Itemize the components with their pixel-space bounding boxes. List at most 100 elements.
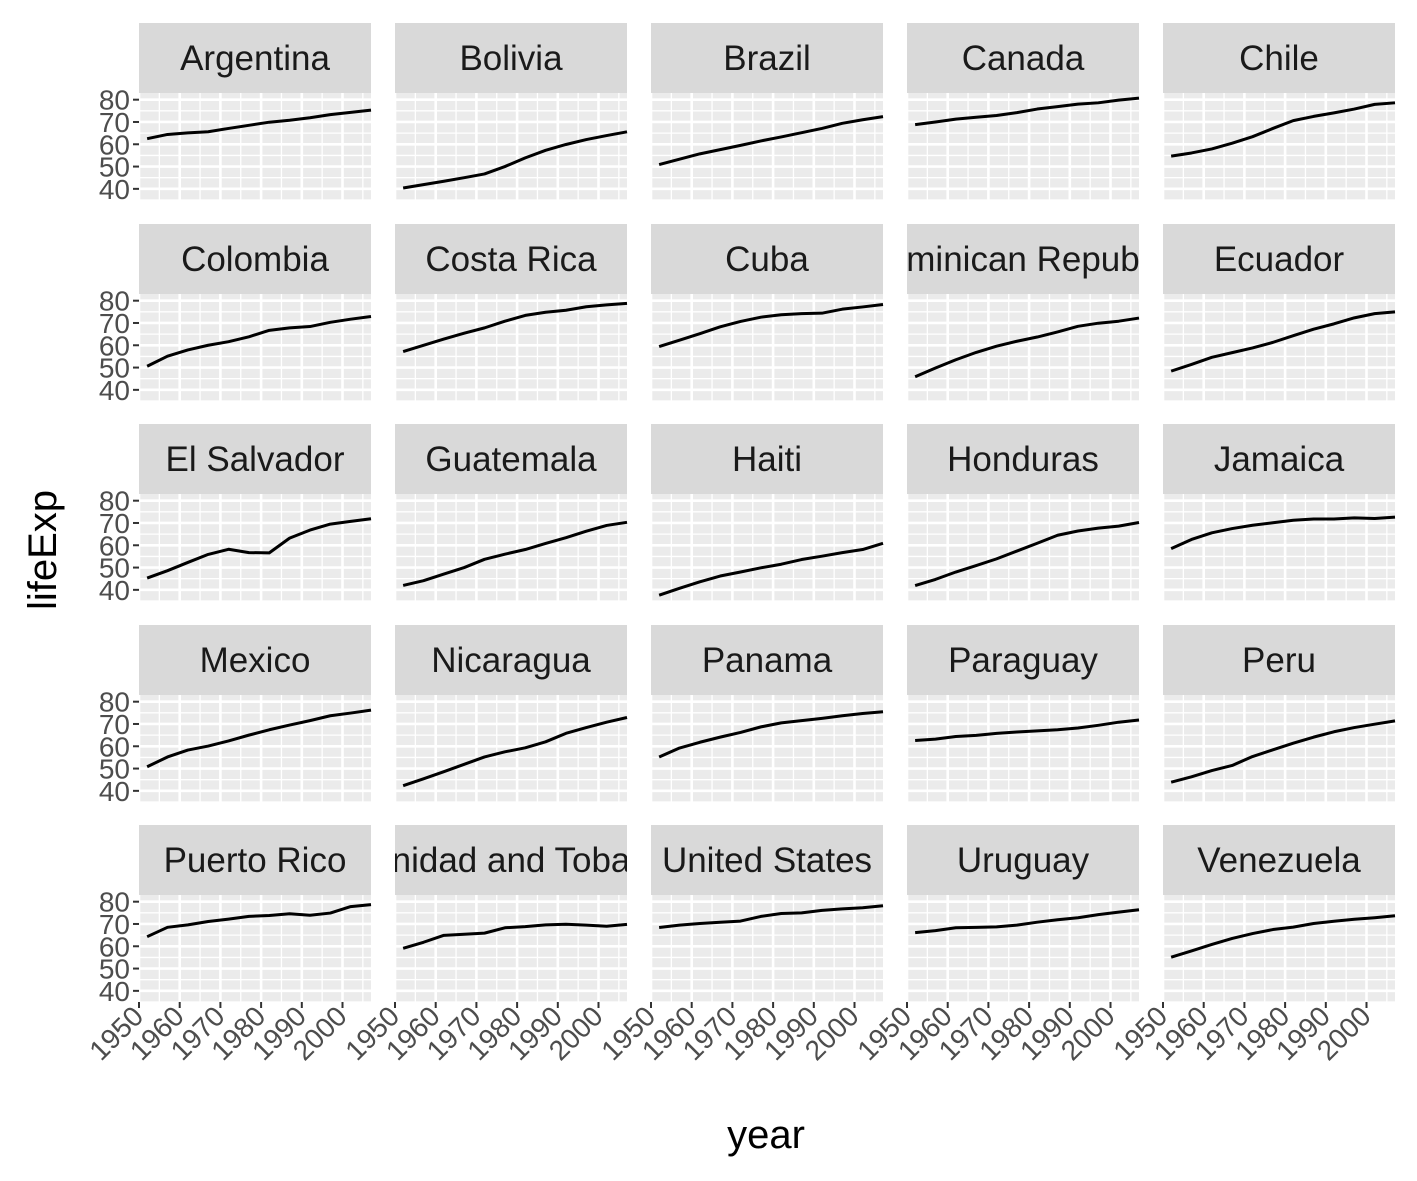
- facet-strip: [139, 23, 371, 93]
- facet-panel: Uruguay: [905, 825, 1140, 1003]
- y-tick-label: 40: [99, 976, 130, 1007]
- panel-background: [1163, 494, 1395, 601]
- facet-panel: Ecuador: [1161, 224, 1396, 402]
- series-line: [1170, 310, 1396, 373]
- panel-background: [907, 93, 1139, 200]
- panel-background: [651, 895, 883, 1002]
- panel-background: [139, 494, 371, 601]
- facet-strip: [651, 625, 883, 695]
- facet-strip: [907, 825, 1139, 895]
- series-line: [658, 115, 884, 167]
- y-tick-label: 50: [99, 553, 130, 584]
- facet-panel: Puerto Rico: [137, 825, 372, 1003]
- facet-strip-label: El Salvador: [166, 440, 345, 479]
- y-tick-label: 60: [99, 731, 130, 762]
- facet-panel: Colombia: [137, 224, 372, 402]
- facet-strip-label: Uruguay: [957, 841, 1090, 880]
- panel-background: [907, 294, 1139, 401]
- facet-panel: Bolivia: [393, 23, 628, 201]
- panel-background: [395, 294, 627, 401]
- facet-panel: Guatemala: [393, 424, 628, 602]
- series-line: [914, 96, 1140, 127]
- facet-panel: El Salvador: [137, 424, 372, 602]
- facet-strip-label: Colombia: [181, 240, 329, 279]
- series-line: [402, 716, 628, 788]
- x-axes: 1950196019701980199020001950196019701980…: [83, 1000, 1376, 1066]
- series-line: [402, 922, 628, 950]
- facet-panel: minican Repub: [905, 224, 1140, 402]
- facet-strip-label: Puerto Rico: [164, 841, 347, 880]
- y-tick-label: 70: [99, 709, 130, 740]
- facet-strip-label: Venezuela: [1197, 841, 1361, 880]
- facet-panel: Canada: [905, 23, 1140, 201]
- x-axis-title: year: [727, 1113, 805, 1157]
- facet-strip-label: Honduras: [947, 440, 1099, 479]
- panel-background: [1163, 294, 1395, 401]
- facet-strip-label: Canada: [962, 39, 1085, 78]
- facet-strip: [1163, 224, 1395, 294]
- y-tick-label: 60: [99, 530, 130, 561]
- facet-panel: Paraguay: [905, 625, 1140, 803]
- panel-background: [395, 494, 627, 601]
- y-tick-label: 40: [99, 375, 130, 406]
- facet-panel: United States: [649, 825, 884, 1003]
- facet-strip-label: Costa Rica: [425, 240, 597, 279]
- facet-strip: [1163, 23, 1395, 93]
- facet-panel: Jamaica: [1161, 424, 1396, 602]
- facet-strip: [907, 625, 1139, 695]
- facet-panel: Haiti: [649, 424, 884, 602]
- series-line: [146, 903, 372, 939]
- y-axis-title: lifeExp: [21, 490, 65, 610]
- facet-strip-label: minican Repub: [906, 240, 1139, 279]
- facet-strip: [1163, 625, 1395, 695]
- y-tick-label: 80: [99, 85, 130, 116]
- y-tick-label: 70: [99, 107, 130, 138]
- facet-strip-label: Panama: [702, 641, 833, 680]
- facet-panel: Panama: [649, 625, 884, 803]
- facet-strip-label: Haiti: [732, 440, 802, 479]
- facet-strip: [651, 224, 883, 294]
- series-line: [402, 130, 628, 190]
- facet-strip: [651, 424, 883, 494]
- facet-strip: [395, 825, 627, 895]
- series-line: [914, 521, 1140, 588]
- facet-strip-label: Nicaragua: [431, 641, 591, 680]
- y-tick-label: 80: [99, 486, 130, 517]
- facet-strip: [907, 224, 1139, 294]
- series-line: [914, 908, 1140, 935]
- panel-background: [651, 695, 883, 802]
- facet-strip-label: Jamaica: [1214, 440, 1345, 479]
- facet-strip-label: Mexico: [200, 641, 311, 680]
- y-tick-label: 50: [99, 954, 130, 985]
- facet-panel: Costa Rica: [393, 224, 628, 402]
- y-tick-label: 50: [99, 353, 130, 384]
- facet-panel: Peru: [1161, 625, 1396, 803]
- panel-background: [395, 695, 627, 802]
- series-line: [146, 517, 372, 580]
- facet-panel: nidad and Toba: [393, 825, 628, 1003]
- panel-background: [395, 895, 627, 1002]
- facet-strip-label: Cuba: [725, 240, 809, 279]
- series-line: [146, 708, 372, 769]
- facet-strip: [139, 825, 371, 895]
- facet-panel: Nicaragua: [393, 625, 628, 803]
- facet-strip: [139, 625, 371, 695]
- facet-strip-label: Guatemala: [425, 440, 597, 479]
- y-tick-label: 70: [99, 909, 130, 940]
- facet-strip: [1163, 424, 1395, 494]
- facet-strip-label: United States: [662, 841, 872, 880]
- series-line: [402, 301, 628, 353]
- facet-strip: [1163, 825, 1395, 895]
- facet-strip: [395, 23, 627, 93]
- series-line: [658, 710, 884, 759]
- series-line: [658, 302, 884, 349]
- facet-panel: Mexico: [137, 625, 372, 803]
